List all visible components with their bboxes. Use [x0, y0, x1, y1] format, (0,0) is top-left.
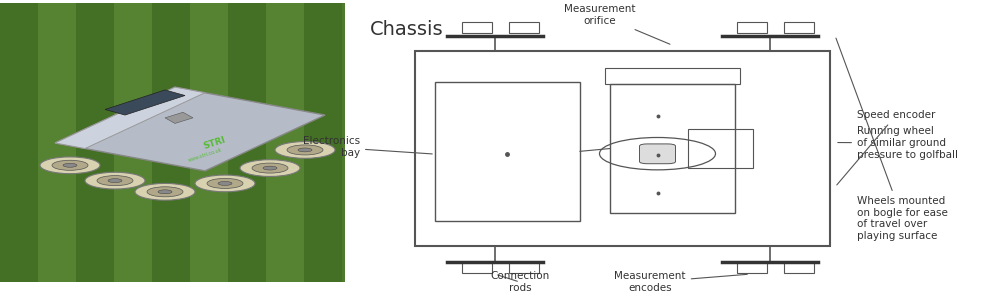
Circle shape	[287, 145, 323, 155]
Circle shape	[135, 183, 195, 200]
Text: Measurement
encodes: Measurement encodes	[614, 271, 747, 293]
Circle shape	[240, 160, 300, 176]
Bar	[509, 22, 539, 33]
Circle shape	[85, 172, 145, 189]
Circle shape	[147, 187, 183, 197]
Bar	[435, 81, 580, 221]
Bar	[0, 4, 38, 283]
Bar	[38, 4, 76, 283]
Polygon shape	[55, 87, 205, 149]
Circle shape	[52, 160, 88, 170]
Bar	[737, 22, 767, 33]
Circle shape	[108, 179, 122, 183]
Bar	[688, 129, 753, 168]
Circle shape	[252, 163, 288, 173]
Circle shape	[263, 166, 277, 170]
Bar	[152, 4, 190, 283]
Bar	[228, 4, 266, 283]
Circle shape	[97, 176, 133, 186]
Bar	[784, 262, 814, 273]
Bar	[304, 4, 342, 283]
Circle shape	[207, 178, 243, 189]
Polygon shape	[55, 87, 325, 171]
Circle shape	[218, 181, 232, 185]
Circle shape	[63, 163, 77, 167]
Circle shape	[158, 190, 172, 194]
Bar	[114, 4, 152, 283]
Bar	[462, 262, 492, 273]
Text: www.stri.co.uk: www.stri.co.uk	[187, 148, 223, 163]
Circle shape	[298, 148, 312, 152]
Bar	[509, 262, 539, 273]
Text: Measurement
orifice: Measurement orifice	[564, 4, 670, 44]
Text: STRI: STRI	[203, 135, 227, 151]
Circle shape	[195, 175, 255, 192]
Polygon shape	[105, 90, 185, 115]
FancyBboxPatch shape	[640, 144, 676, 164]
Circle shape	[40, 157, 100, 174]
Bar	[610, 84, 735, 213]
Bar	[266, 4, 304, 283]
Bar	[784, 22, 814, 33]
Text: Electronics
bay: Electronics bay	[303, 136, 432, 158]
Text: Wheels mounted
on bogle for ease
of travel over
playing surface: Wheels mounted on bogle for ease of trav…	[836, 38, 948, 241]
Bar	[415, 51, 830, 246]
Bar	[605, 68, 740, 84]
Bar	[737, 262, 767, 273]
Text: Chassis: Chassis	[370, 20, 444, 39]
Circle shape	[275, 142, 335, 158]
Bar	[0, 4, 345, 283]
Text: Speed encoder: Speed encoder	[837, 110, 935, 185]
Bar	[76, 4, 114, 283]
Bar	[190, 4, 228, 283]
Text: Running wheel
of similar ground
pressure to golfball: Running wheel of similar ground pressure…	[838, 126, 958, 160]
Polygon shape	[165, 112, 193, 123]
Text: Connection
rods: Connection rods	[490, 271, 550, 293]
Bar	[462, 22, 492, 33]
